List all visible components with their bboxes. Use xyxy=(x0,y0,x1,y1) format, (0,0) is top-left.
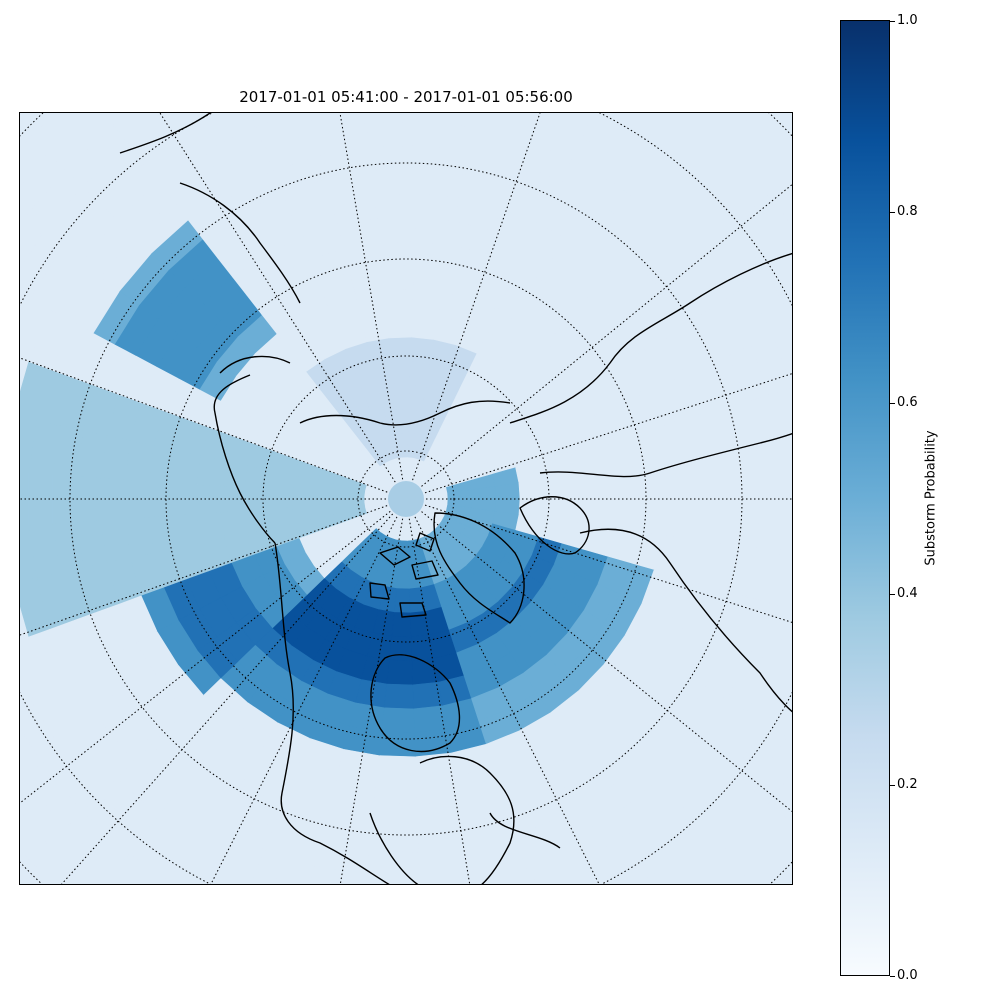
pole-cap xyxy=(388,481,424,517)
colorbar-tick xyxy=(890,594,895,595)
probability-cell xyxy=(382,265,415,290)
probability-cell xyxy=(392,361,411,386)
probability-cell xyxy=(369,145,418,171)
probability-cell xyxy=(414,729,451,756)
probability-cell xyxy=(614,499,640,532)
probability-cell xyxy=(413,265,446,292)
probability-cell xyxy=(614,466,640,499)
colorbar xyxy=(840,20,890,976)
probability-cell xyxy=(377,217,416,242)
probability-cell xyxy=(543,477,568,500)
probability-cell xyxy=(413,706,446,733)
probability-cell xyxy=(709,453,736,499)
probability-cell xyxy=(384,684,413,709)
colorbar-tick xyxy=(890,212,895,213)
probability-cell xyxy=(412,313,439,339)
probability-cell xyxy=(792,555,793,617)
probability-cell xyxy=(413,682,443,709)
colorbar-tick-label: 0.6 xyxy=(897,396,918,410)
probability-cell xyxy=(416,193,459,221)
colorbar-tick-label: 0.2 xyxy=(897,778,918,792)
probability-cell xyxy=(416,777,459,805)
probability-cell xyxy=(173,450,201,484)
colorbar-tick-label: 0.8 xyxy=(897,205,918,219)
colorbar-tick-label: 1.0 xyxy=(897,14,918,28)
probability-cell xyxy=(415,217,455,245)
probability-cell xyxy=(197,512,225,543)
colorbar-tick-label: 0.0 xyxy=(897,969,918,983)
probability-cell xyxy=(221,510,248,537)
probability-cell xyxy=(757,446,784,499)
probability-cell xyxy=(397,409,410,433)
probability-cell xyxy=(394,385,410,409)
polar-map[interactable] xyxy=(19,112,793,885)
probability-cell xyxy=(372,803,418,829)
probability-cell xyxy=(685,456,712,499)
probability-cell xyxy=(733,450,760,499)
probability-cell xyxy=(662,499,689,538)
probability-cell xyxy=(519,480,544,499)
probability-cell xyxy=(372,169,418,195)
colorbar-tick xyxy=(890,21,895,22)
probability-cell xyxy=(377,756,416,781)
probability-cell xyxy=(566,473,592,499)
probability-cell xyxy=(364,113,420,123)
colorbar-label: Substorm Probability xyxy=(924,430,939,565)
probability-cell xyxy=(389,337,412,362)
colorbar-tick-label: 0.4 xyxy=(897,587,918,601)
probability-cell xyxy=(389,636,412,661)
probability-cell xyxy=(733,499,760,548)
probability-cell xyxy=(590,499,616,528)
colorbar-tick xyxy=(890,403,895,404)
probability-cell xyxy=(367,121,420,147)
colorbar-tick xyxy=(890,976,895,977)
map-title: 2017-01-01 05:41:00 - 2017-01-01 05:56:0… xyxy=(19,88,793,106)
probability-cell xyxy=(374,193,417,218)
probability-cell xyxy=(387,313,413,338)
probability-cell xyxy=(709,499,736,545)
map-canvas xyxy=(20,113,793,885)
probability-cell xyxy=(638,499,664,535)
probability-cell xyxy=(374,780,417,805)
probability-cell xyxy=(384,289,413,314)
colorbar-tick xyxy=(890,785,895,786)
probability-cell xyxy=(638,463,664,499)
probability-cell xyxy=(387,660,413,685)
probability-cell xyxy=(414,241,451,268)
probability-cell xyxy=(757,499,784,552)
probability-cell xyxy=(379,732,415,757)
probability-cell xyxy=(173,514,201,548)
probability-cell xyxy=(413,289,443,316)
probability-cell xyxy=(197,455,225,486)
probability-cell xyxy=(367,851,420,877)
probability-cell xyxy=(792,382,793,444)
probability-cell xyxy=(543,499,568,522)
probability-cell xyxy=(379,241,415,266)
probability-cell xyxy=(685,499,712,542)
probability-cell xyxy=(382,708,415,733)
